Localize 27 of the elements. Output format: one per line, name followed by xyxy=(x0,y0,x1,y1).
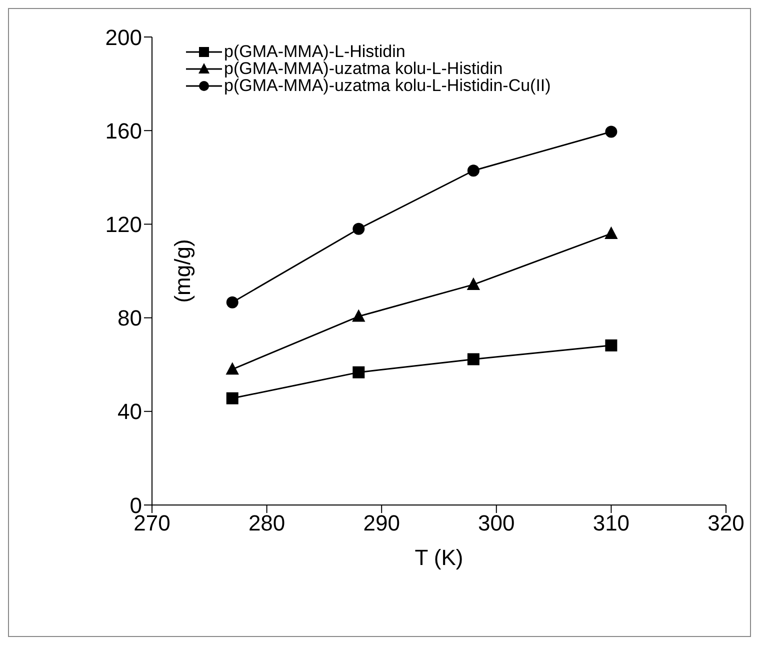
point xyxy=(605,126,618,138)
y-tick-label: 160 xyxy=(105,118,142,144)
legend-label: p(GMA-MMA)-uzatma kolu-L-Histidin-Cu(II) xyxy=(224,76,551,95)
y-tick-label: 120 xyxy=(105,212,142,238)
y-tick-label: 40 xyxy=(118,399,142,424)
x-axis-title: T (K) xyxy=(414,545,464,570)
legend-label: p(GMA-MMA)-L-Histidin xyxy=(224,42,406,61)
point xyxy=(467,164,480,177)
x-tick-label: 310 xyxy=(592,510,630,536)
point xyxy=(226,362,239,375)
legend-label: p(GMA-MMA)-uzatma kolu-L-Histidin xyxy=(224,59,503,78)
point xyxy=(605,339,618,352)
point xyxy=(352,222,365,235)
x-tick-label: 290 xyxy=(363,510,400,536)
point xyxy=(352,309,366,322)
point xyxy=(352,366,365,378)
point xyxy=(226,392,238,404)
point xyxy=(604,226,618,239)
point xyxy=(467,353,480,366)
x-tick-label: 320 xyxy=(708,510,744,536)
y-tick-label: 200 xyxy=(105,24,142,50)
y-axis-title: (mg/g) xyxy=(170,239,195,303)
point xyxy=(226,296,238,308)
x-tick-label: 300 xyxy=(478,510,515,536)
point xyxy=(466,277,480,290)
y-tick-label: 80 xyxy=(118,306,142,331)
x-tick-label: 280 xyxy=(248,510,286,536)
